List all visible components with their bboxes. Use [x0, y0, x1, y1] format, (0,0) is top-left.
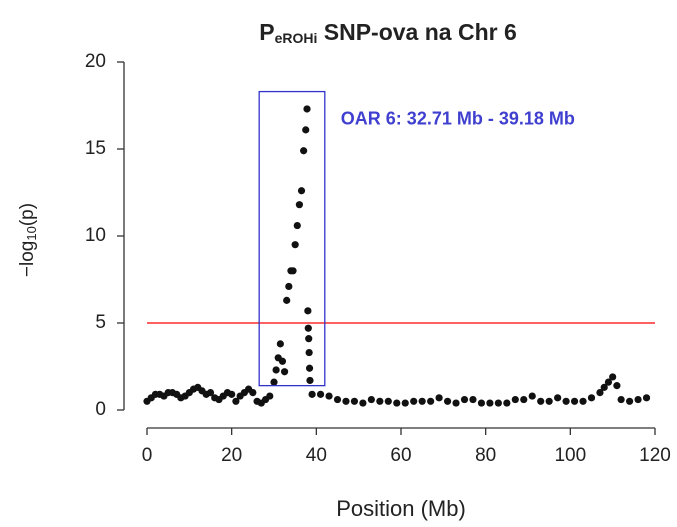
- snp-point: [609, 373, 617, 381]
- snp-point: [272, 366, 280, 374]
- y-label-sub: 10: [24, 226, 39, 240]
- snp-point: [305, 348, 313, 357]
- snp-point: [293, 221, 301, 230]
- snp-point: [477, 399, 486, 407]
- x-tick-label: 20: [221, 445, 242, 466]
- snp-point: [333, 395, 342, 404]
- snp-point: [537, 397, 545, 405]
- snp-point: [570, 397, 579, 405]
- snp-point: [460, 395, 469, 404]
- snp-point: [280, 368, 289, 376]
- snp-point: [503, 399, 511, 407]
- snp-point: [642, 394, 651, 402]
- snp-point: [278, 357, 287, 365]
- snp-point: [579, 397, 587, 405]
- snp-point: [367, 395, 375, 404]
- snp-point: [410, 397, 418, 405]
- snp-point: [596, 389, 604, 397]
- snp-point: [545, 397, 553, 405]
- snp-point: [384, 397, 392, 405]
- snp-point: [452, 399, 460, 407]
- snp-point: [528, 392, 536, 400]
- chart-title: PeROHi SNP-ova na Chr 6: [259, 19, 517, 46]
- snp-point: [306, 376, 314, 385]
- snp-point: [342, 397, 350, 405]
- x-tick-label: 120: [639, 445, 671, 466]
- snp-point: [283, 296, 291, 304]
- y-tick-label: 20: [85, 51, 106, 72]
- x-tick-label: 60: [390, 445, 411, 466]
- snp-point: [232, 397, 240, 405]
- snp-point: [435, 394, 443, 402]
- snp-point: [350, 397, 359, 405]
- snp-point: [300, 147, 308, 155]
- snp-point: [393, 399, 401, 407]
- y-tick-label: 10: [85, 225, 106, 246]
- snp-point: [427, 397, 435, 405]
- snp-point: [469, 395, 477, 404]
- snp-point: [600, 383, 608, 391]
- snp-point: [285, 282, 293, 291]
- snp-point: [401, 399, 409, 407]
- snp-point: [634, 395, 642, 404]
- snp-point: [376, 397, 384, 405]
- x-axis-label: Position (Mb): [336, 496, 466, 521]
- snp-point: [228, 390, 236, 398]
- snp-point: [626, 397, 634, 405]
- x-tick-label: 40: [306, 445, 327, 466]
- snp-point: [494, 399, 502, 407]
- snp-point: [304, 324, 312, 332]
- snp-point: [511, 395, 519, 404]
- snp-point: [617, 395, 625, 404]
- snp-point: [443, 397, 452, 405]
- y-tick-label: 15: [85, 138, 106, 159]
- snp-point: [297, 187, 306, 195]
- title-main: P: [259, 19, 274, 45]
- snp-point: [276, 340, 284, 348]
- y-label-main: −log: [17, 241, 38, 277]
- snp-point: [266, 392, 274, 400]
- title-sub: eROHi: [275, 30, 318, 46]
- snp-point: [270, 378, 278, 386]
- x-tick-label: 100: [554, 445, 586, 466]
- snp-point: [289, 267, 297, 275]
- y-tick-label: 5: [95, 312, 106, 333]
- snp-point: [305, 335, 313, 343]
- snp-point: [486, 399, 494, 407]
- highlight-box: [258, 90, 326, 387]
- snp-point: [359, 399, 367, 407]
- y-tick-label: 0: [95, 399, 106, 420]
- snp-point: [418, 397, 426, 405]
- title-rest: SNP-ova na Chr 6: [317, 19, 516, 45]
- snp-point: [308, 390, 316, 398]
- snp-point: [302, 126, 310, 134]
- snp-point: [325, 392, 333, 400]
- snp-point: [613, 382, 621, 390]
- snp-point: [303, 105, 311, 113]
- snp-point: [520, 395, 528, 404]
- snp-point: [604, 378, 613, 386]
- y-axis-label: −log10(p): [17, 203, 39, 277]
- x-tick-label: 0: [142, 445, 153, 466]
- snp-point: [554, 394, 562, 402]
- snp-point: [305, 364, 314, 372]
- snp-point: [206, 389, 215, 397]
- annotation: OAR 6: 32.71 Mb - 39.18 Mb: [341, 108, 575, 128]
- snp-point: [249, 389, 257, 397]
- snp-point: [316, 390, 325, 398]
- snp-point: [562, 397, 570, 405]
- snp-point: [295, 201, 303, 209]
- snp-point: [587, 394, 596, 402]
- x-tick-label: 80: [475, 445, 496, 466]
- snp-point: [304, 307, 312, 315]
- snp-point: [291, 241, 299, 249]
- y-label-rest: (p): [17, 203, 38, 226]
